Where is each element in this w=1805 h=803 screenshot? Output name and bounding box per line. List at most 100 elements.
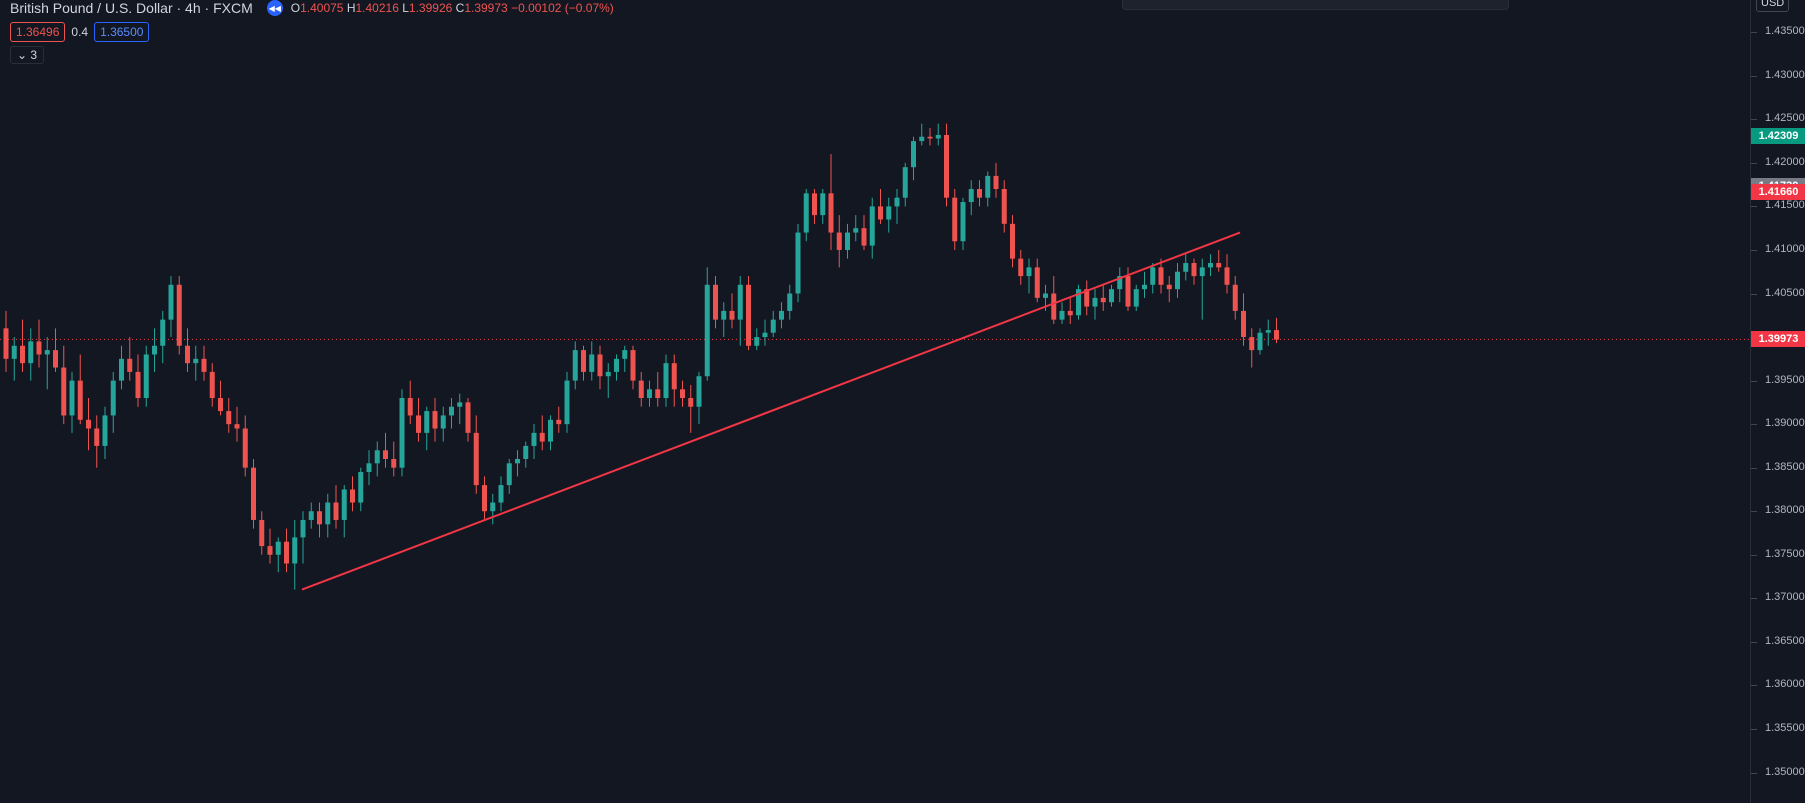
axis-tick-mark	[1751, 598, 1757, 600]
candle	[952, 197, 958, 242]
sell-button[interactable]: 1.36496	[10, 22, 66, 42]
ohlc-close: 1.39973	[464, 1, 508, 15]
candle	[696, 376, 702, 407]
candle	[902, 167, 908, 198]
candle	[36, 341, 42, 355]
candle	[1241, 310, 1246, 338]
candle	[1274, 330, 1279, 340]
candle	[440, 415, 446, 429]
candle	[1117, 276, 1123, 290]
axis-tick-label: 1.35000	[1765, 765, 1805, 778]
symbol-title[interactable]: British Pound / U.S. Dollar · 4h · FXCM	[10, 0, 253, 16]
candle	[787, 293, 793, 311]
axis-tick-label: 1.43000	[1765, 68, 1805, 81]
axis-tick-mark	[1751, 772, 1757, 774]
axis-tick-mark	[1751, 424, 1757, 426]
candle	[704, 284, 710, 377]
candle	[399, 398, 405, 468]
candle	[69, 380, 75, 416]
ohlc-open-label: O	[290, 1, 301, 15]
candle	[259, 519, 265, 547]
candle	[968, 188, 974, 203]
candle	[614, 358, 619, 372]
candle	[1183, 263, 1189, 272]
candle	[589, 354, 595, 372]
candle	[416, 415, 421, 433]
axis-tick-label: 1.39500	[1765, 373, 1805, 386]
candle	[1150, 267, 1156, 285]
candle	[209, 371, 215, 399]
candle	[597, 354, 603, 377]
candle	[762, 332, 768, 338]
floating-toolbar[interactable]	[1122, 0, 1509, 10]
candle	[795, 232, 801, 294]
price-axis[interactable]: 1.43500 1.43000 1.42500 1.42000 1.41500 1.410…	[1750, 0, 1805, 803]
candle	[1158, 267, 1164, 285]
chevron-down-icon: ⌄	[17, 48, 28, 62]
candle	[911, 141, 916, 168]
axis-tick-mark	[1751, 32, 1757, 34]
axis-tick-mark	[1751, 119, 1757, 121]
axis-tick-label: 1.40500	[1765, 286, 1805, 299]
candle	[77, 380, 83, 420]
candle	[630, 350, 636, 381]
candle	[1092, 297, 1098, 307]
candle	[1142, 284, 1147, 290]
currency-button[interactable]: USD	[1756, 0, 1790, 12]
candle	[556, 419, 562, 425]
candle	[1166, 284, 1172, 290]
candle	[168, 284, 174, 320]
candle	[663, 363, 669, 399]
price-chart[interactable]	[0, 0, 1750, 803]
axis-tick-label: 1.36500	[1765, 634, 1805, 647]
ohlc-high-label: H	[346, 1, 356, 15]
candle	[3, 328, 9, 359]
candle	[869, 206, 875, 246]
axis-tick-mark	[1751, 162, 1757, 164]
candle	[341, 489, 347, 520]
quote-row: 1.36496 0.4 1.36500	[10, 22, 150, 42]
candle	[11, 345, 17, 359]
buy-button[interactable]: 1.36500	[94, 22, 150, 42]
candle	[1001, 188, 1007, 224]
candle	[861, 228, 867, 246]
candle	[1199, 267, 1205, 277]
candle	[119, 358, 124, 381]
axis-tick-label: 1.38000	[1765, 504, 1805, 517]
candle	[53, 350, 58, 368]
candle	[292, 537, 298, 564]
axis-tick-mark	[1751, 206, 1757, 208]
axis-tick-mark	[1751, 554, 1757, 556]
candle	[1034, 267, 1040, 298]
candle	[490, 502, 496, 512]
axis-tick-mark	[1751, 467, 1757, 469]
candle	[152, 345, 157, 355]
candle	[234, 424, 240, 429]
candle	[127, 358, 133, 372]
candle	[1100, 297, 1106, 303]
candle	[828, 193, 834, 233]
axis-tick-mark	[1751, 293, 1757, 295]
candle	[242, 428, 248, 468]
candle	[284, 541, 289, 564]
candle	[531, 432, 537, 446]
candle	[1232, 284, 1238, 311]
candle	[102, 415, 108, 446]
indicators-toggle[interactable]: ⌄ 3	[10, 46, 45, 64]
candle	[143, 354, 149, 399]
replay-icon[interactable]: ◀◀	[266, 0, 283, 16]
candle	[779, 310, 784, 320]
candle	[333, 502, 339, 520]
trend-line[interactable]	[301, 231, 1241, 591]
candle	[1125, 276, 1131, 307]
candle	[358, 472, 364, 503]
candle	[193, 358, 199, 364]
candle	[424, 411, 430, 433]
candle	[1216, 263, 1222, 268]
candle	[61, 367, 67, 416]
price-label: 1.41660	[1751, 184, 1805, 201]
price-label: 1.39973	[1751, 331, 1805, 348]
candle	[836, 232, 842, 250]
candle	[185, 345, 190, 364]
axis-tick-mark	[1751, 511, 1757, 513]
